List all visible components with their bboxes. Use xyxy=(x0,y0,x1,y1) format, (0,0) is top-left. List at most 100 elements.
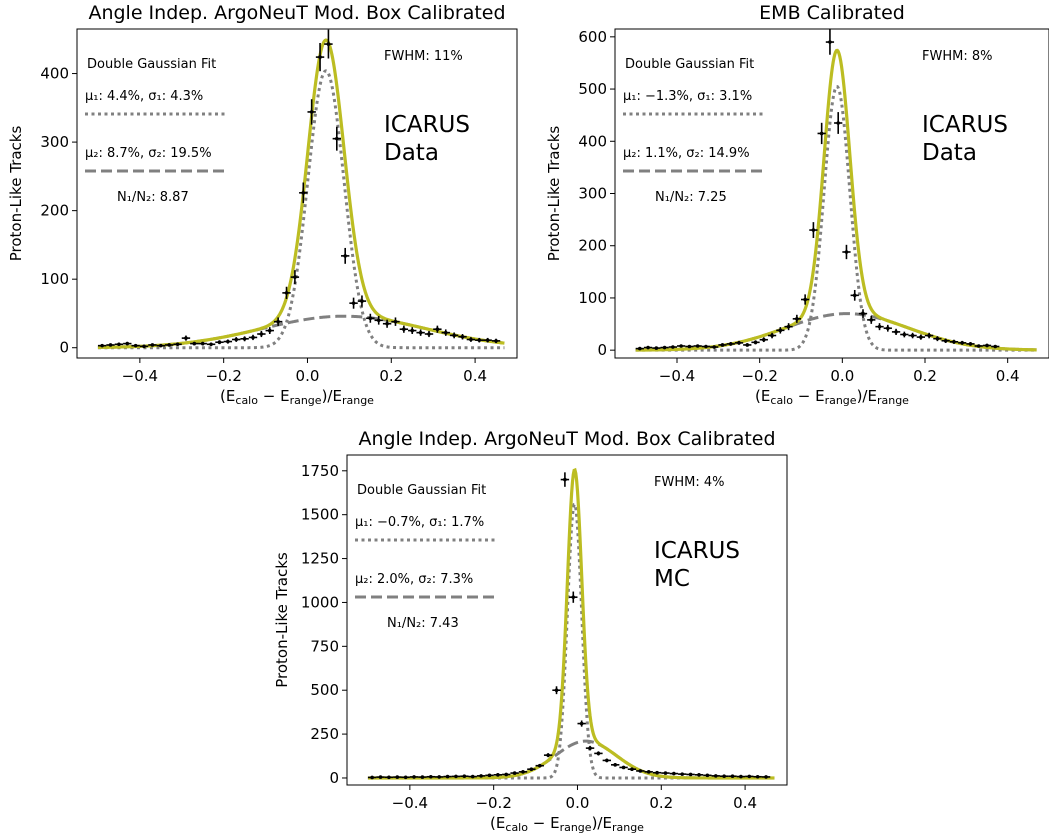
y-tick-label: 400 xyxy=(40,65,69,83)
data-point xyxy=(167,343,171,347)
data-point xyxy=(680,772,685,776)
x-tick-label: 0.0 xyxy=(296,367,320,385)
data-point xyxy=(861,311,865,316)
data-point xyxy=(470,774,475,779)
data-point xyxy=(293,275,297,279)
data-point xyxy=(960,341,964,345)
y-tick-label: 0 xyxy=(329,769,339,787)
data-point xyxy=(621,765,626,770)
data-point xyxy=(403,775,408,780)
data-point xyxy=(697,773,701,777)
x-tick-label: 0.4 xyxy=(733,794,757,812)
sample-label: Data xyxy=(384,140,439,166)
x-tick-label: 0.0 xyxy=(830,367,854,385)
y-tick-label: 1000 xyxy=(301,593,339,611)
plot-area xyxy=(367,467,775,780)
sample-label: MC xyxy=(654,566,690,592)
x-axis-label: (Ecalo − Erange)/Erange xyxy=(755,387,909,407)
detector-label: ICARUS xyxy=(922,112,1008,138)
y-tick-label: 500 xyxy=(310,681,339,699)
data-point xyxy=(762,337,766,342)
chart-title: Angle Indep. ArgoNeuT Mod. Box Calibrate… xyxy=(88,2,505,24)
y-tick-label: 250 xyxy=(310,725,339,743)
data-point xyxy=(529,767,534,772)
data-point xyxy=(688,772,693,777)
y-tick-label: 750 xyxy=(310,637,339,655)
amplitude-ratio-label: N₁/N₂: 7.43 xyxy=(387,616,459,631)
fit-legend-title: Double Gaussian Fit xyxy=(357,483,486,498)
data-point xyxy=(662,345,667,350)
data-point xyxy=(496,773,500,777)
data-point xyxy=(159,343,163,348)
data-point xyxy=(234,337,239,342)
x-axis-label-part: )/E xyxy=(322,387,342,405)
data-point xyxy=(764,775,768,779)
y-tick-label: 200 xyxy=(578,237,607,255)
x-axis-label-subscript: range xyxy=(825,394,857,407)
data-point xyxy=(695,344,700,348)
data-point xyxy=(226,339,230,344)
data-point xyxy=(579,721,584,726)
data-point xyxy=(563,477,567,482)
fwhm-label: FWHM: 4% xyxy=(654,475,724,490)
data-point xyxy=(728,342,733,346)
chart-title: Angle Indep. ArgoNeuT Mod. Box Calibrate… xyxy=(358,428,775,450)
fwhm-label: FWHM: 8% xyxy=(922,49,992,64)
data-point xyxy=(546,753,550,757)
data-point xyxy=(393,319,398,324)
x-axis-label: (Ecalo − Erange)/Erange xyxy=(220,387,374,407)
data-point xyxy=(335,136,339,141)
data-point xyxy=(993,344,998,349)
data-point xyxy=(175,342,180,347)
fit-component-2-label: μ₂: 2.0%, σ₂: 7.3% xyxy=(355,572,473,587)
data-point xyxy=(1002,0,1006,2)
fit-legend: Double Gaussian Fit μ₁: 4.4%, σ₁: 4.3% μ₂:… xyxy=(85,57,227,205)
y-tick-label: 600 xyxy=(578,28,607,46)
data-point xyxy=(443,330,448,335)
data-point xyxy=(713,774,718,778)
data-point xyxy=(646,770,651,774)
x-tick-label: 0.2 xyxy=(913,367,937,385)
data-point xyxy=(537,763,542,768)
data-point xyxy=(217,340,222,345)
data-point xyxy=(646,345,650,350)
y-tick-label: 200 xyxy=(40,202,69,220)
data-point xyxy=(150,343,155,347)
data-point xyxy=(571,595,576,599)
data-point xyxy=(485,338,490,342)
x-axis-label-subscript: calo xyxy=(235,394,258,407)
y-tick-label: 500 xyxy=(578,80,607,98)
data-point xyxy=(968,342,973,346)
data-point xyxy=(435,327,440,332)
data-point xyxy=(596,751,601,756)
data-point xyxy=(209,342,213,347)
plot-area xyxy=(97,29,505,350)
fit-legend-title: Double Gaussian Fit xyxy=(87,57,216,72)
y-tick-label: 0 xyxy=(59,339,69,357)
data-point xyxy=(420,775,425,779)
data-point xyxy=(385,321,389,326)
data-point xyxy=(613,763,617,767)
data-point xyxy=(976,344,981,348)
data-point xyxy=(786,324,791,329)
chart-panel-2: EMB Calibrated −0.4 −0.2 0.0 0.2 0.4 0 100 200 30… xyxy=(545,0,1049,407)
x-tick-label: −0.4 xyxy=(122,367,158,385)
x-axis-label-part: − E xyxy=(528,814,560,832)
y-tick-label: 1250 xyxy=(301,550,339,568)
data-point xyxy=(309,110,314,114)
data-point xyxy=(869,318,874,322)
data-point xyxy=(376,318,381,323)
fit-component-2-label: μ₂: 8.7%, σ₂: 19.5% xyxy=(85,146,212,161)
data-point xyxy=(663,771,668,775)
data-point xyxy=(259,332,264,336)
data-point xyxy=(803,297,807,302)
data-point xyxy=(454,774,458,779)
data-point xyxy=(778,328,783,333)
fit-legend: Double Gaussian Fit μ₁: −1.3%, σ₁: 3.1% μ₂… xyxy=(623,57,765,205)
data-point xyxy=(927,333,931,338)
data-point xyxy=(117,342,121,347)
x-axis-label-subscript: range xyxy=(290,394,322,407)
data-point xyxy=(200,341,205,346)
data-point xyxy=(828,40,832,44)
